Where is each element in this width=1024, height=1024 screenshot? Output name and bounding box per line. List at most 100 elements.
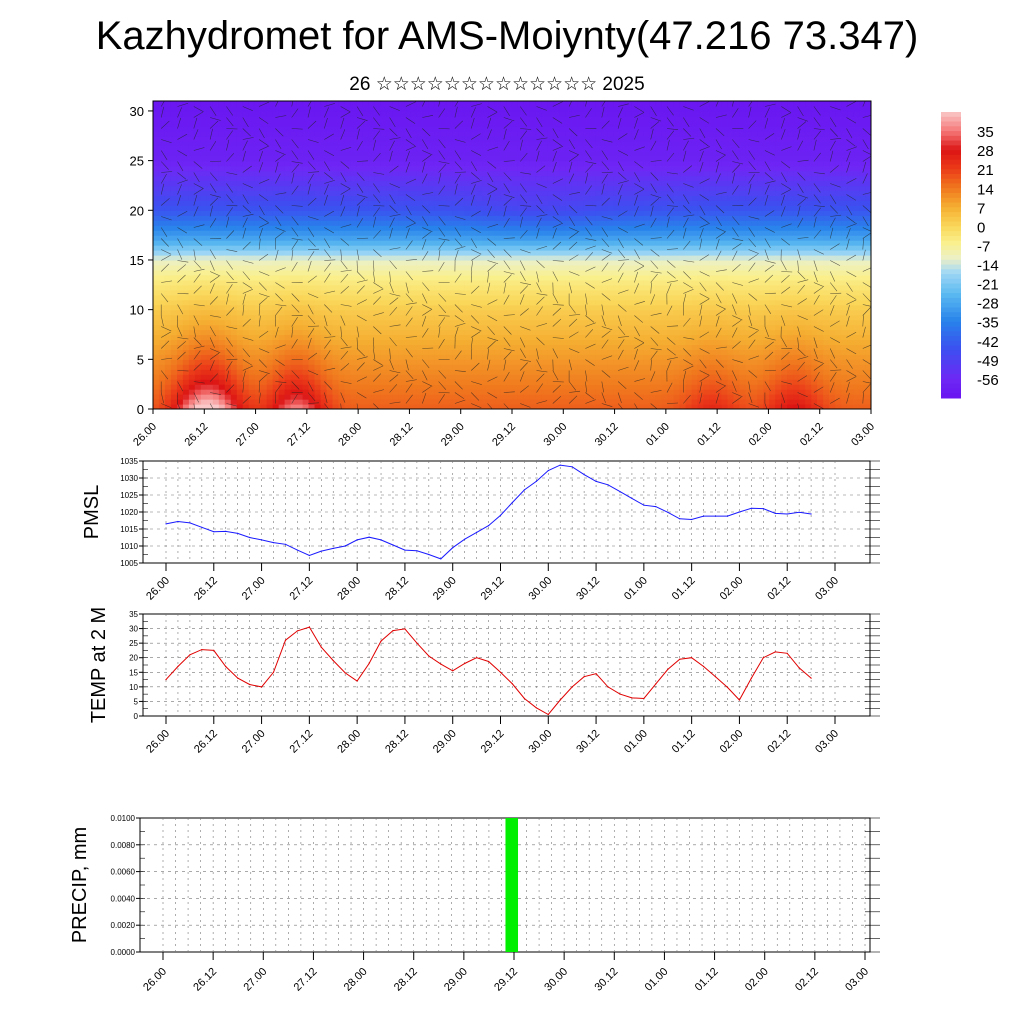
heatmap-cell bbox=[254, 324, 262, 331]
heatmap-cell bbox=[392, 101, 399, 107]
heatmap-cell bbox=[338, 399, 346, 405]
heatmap-cell bbox=[476, 339, 483, 346]
heatmap-cell bbox=[410, 110, 417, 117]
heatmap-cell bbox=[440, 394, 447, 400]
heatmap-cell bbox=[547, 250, 555, 256]
heatmap-cell bbox=[547, 195, 555, 201]
heatmap-cell bbox=[523, 289, 531, 296]
heatmap-cell bbox=[565, 135, 573, 142]
heatmap-cell bbox=[248, 384, 256, 390]
heatmap-cell bbox=[571, 304, 579, 311]
heatmap-cell bbox=[380, 279, 387, 286]
heatmap-cell bbox=[565, 185, 573, 192]
heatmap-cell bbox=[595, 284, 603, 291]
heatmap-cell bbox=[206, 245, 214, 251]
heatmap-cell bbox=[631, 399, 639, 405]
heatmap-cell bbox=[230, 404, 238, 409]
heatmap-cell bbox=[386, 240, 393, 246]
heatmap-cell bbox=[248, 389, 256, 395]
heatmap-cell bbox=[589, 130, 597, 137]
heatmap-cell bbox=[500, 329, 507, 336]
heatmap-cell bbox=[559, 384, 567, 390]
heatmap-cell bbox=[559, 324, 567, 331]
heatmap-cell bbox=[164, 170, 172, 177]
heatmap-cell bbox=[206, 344, 214, 350]
heatmap-cell bbox=[488, 245, 495, 251]
heatmap-cell bbox=[386, 120, 393, 127]
heatmap-cell bbox=[506, 220, 513, 226]
heatmap-cell bbox=[523, 354, 531, 360]
heatmap-cell bbox=[553, 309, 561, 316]
heatmap-cell bbox=[314, 344, 322, 350]
heatmap-cell bbox=[248, 359, 256, 365]
heatmap-cell bbox=[368, 339, 375, 346]
heatmap-cell bbox=[254, 334, 262, 341]
heatmap-cell bbox=[326, 284, 334, 291]
heatmap-cell bbox=[547, 404, 555, 409]
heatmap-cell bbox=[188, 374, 196, 380]
heatmap-cell bbox=[362, 210, 369, 216]
heatmap-cell bbox=[517, 369, 525, 375]
heatmap-cell bbox=[320, 334, 328, 341]
heatmap-cell bbox=[230, 185, 238, 192]
heatmap-cell bbox=[512, 230, 519, 236]
heatmap-cell bbox=[601, 125, 609, 132]
heatmap-cell bbox=[230, 324, 238, 331]
heatmap-cell bbox=[296, 150, 304, 157]
heatmap-cell bbox=[583, 115, 591, 122]
heatmap-cell bbox=[356, 289, 364, 296]
heatmap-cell bbox=[236, 369, 244, 375]
heatmap-cell bbox=[380, 359, 387, 365]
heatmap-cell bbox=[464, 230, 471, 236]
heatmap-cell bbox=[248, 170, 256, 177]
heatmap-cell bbox=[446, 110, 453, 117]
heatmap-cell bbox=[356, 394, 364, 400]
heatmap-cell bbox=[278, 250, 286, 256]
heatmap-cell bbox=[236, 145, 244, 152]
heatmap-cell bbox=[577, 354, 585, 360]
heatmap-cell bbox=[619, 394, 627, 400]
heatmap-cell bbox=[607, 264, 615, 271]
heatmap-cell bbox=[374, 145, 381, 152]
heatmap-cell bbox=[595, 264, 603, 271]
heatmap-cell bbox=[482, 235, 489, 241]
heatmap-cell bbox=[625, 344, 633, 350]
heatmap-cell bbox=[254, 101, 262, 107]
heatmap-cell bbox=[404, 160, 411, 167]
heatmap-cell bbox=[230, 269, 238, 276]
heatmap-cell bbox=[188, 185, 196, 192]
heatmap-cell bbox=[278, 364, 286, 370]
heatmap-cell bbox=[607, 200, 615, 206]
heatmap-cell bbox=[302, 135, 310, 142]
heatmap-cell bbox=[428, 150, 435, 157]
heatmap-cell bbox=[589, 235, 597, 241]
heatmap-cell bbox=[458, 250, 465, 256]
heatmap-cell bbox=[236, 250, 244, 256]
heatmap-cell bbox=[625, 359, 633, 365]
heatmap-cell bbox=[260, 115, 268, 122]
heatmap-cell bbox=[278, 269, 286, 276]
heatmap-cell bbox=[577, 160, 585, 167]
heatmap-cell bbox=[314, 125, 322, 132]
heatmap-cell bbox=[164, 245, 172, 251]
heatmap-cell bbox=[410, 304, 417, 311]
heatmap-cell bbox=[547, 230, 555, 236]
heatmap-cell bbox=[290, 240, 298, 246]
heatmap-cell bbox=[625, 150, 633, 157]
heatmap-cell bbox=[446, 394, 453, 400]
heatmap-cell bbox=[523, 135, 531, 142]
heatmap-cell bbox=[446, 324, 453, 331]
heatmap-cell bbox=[284, 354, 292, 360]
heatmap-cell bbox=[613, 220, 621, 226]
heatmap-cell bbox=[164, 225, 172, 231]
heatmap-cell bbox=[188, 255, 196, 261]
heatmap-cell bbox=[248, 115, 256, 122]
heatmap-cell bbox=[302, 289, 310, 296]
heatmap-cell bbox=[470, 354, 477, 360]
heatmap-cell bbox=[302, 319, 310, 326]
heatmap-cell bbox=[158, 170, 166, 177]
heatmap-cell bbox=[416, 210, 423, 216]
heatmap-cell bbox=[512, 130, 519, 137]
heatmap-cell bbox=[428, 135, 435, 142]
heatmap-cell bbox=[482, 175, 489, 182]
